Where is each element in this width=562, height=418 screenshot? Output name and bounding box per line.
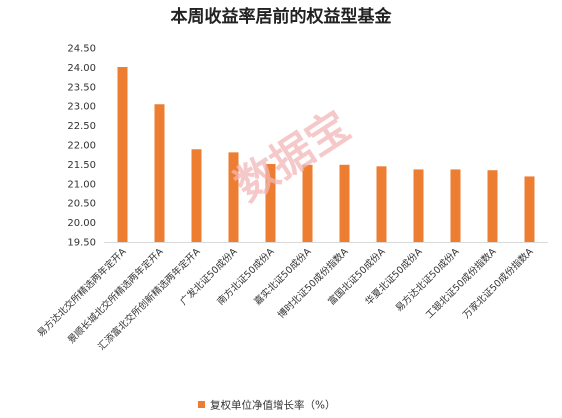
y-tick-label: 22.50 xyxy=(67,121,96,132)
y-tick-label: 23.50 xyxy=(67,82,96,93)
y-tick-label: 19.50 xyxy=(67,238,96,249)
y-tick-label: 23.00 xyxy=(67,102,96,113)
legend: 复权单位净值增长率（%） xyxy=(198,399,335,412)
bar xyxy=(302,164,313,242)
bar xyxy=(191,149,202,242)
y-tick-label: 20.00 xyxy=(67,218,96,229)
bar xyxy=(228,152,239,242)
watermark: 数据宝 xyxy=(226,101,358,211)
bar xyxy=(376,166,387,242)
y-tick-label: 22.00 xyxy=(67,141,96,152)
bar xyxy=(117,67,128,243)
category-labels: 易方达北交所精选两年定开A景顺长城北交所精选两年定开A汇添富北交所创新精选两年定… xyxy=(35,245,536,352)
y-tick-label: 24.50 xyxy=(67,44,96,55)
y-tick-label: 20.50 xyxy=(67,199,96,210)
y-tick-label: 21.50 xyxy=(67,160,96,171)
bars xyxy=(117,67,535,243)
bar xyxy=(450,169,461,242)
chart-title: 本周收益率居前的权益型基金 xyxy=(171,6,393,27)
category-label: 博时北证50成份指数A xyxy=(275,245,351,321)
bar xyxy=(265,164,276,242)
category-label: 易方达北证50成份A xyxy=(393,245,462,314)
category-label: 万家北证50成份指数A xyxy=(460,245,536,321)
bar xyxy=(524,176,535,242)
category-label: 工银北证50成份指数A xyxy=(423,245,499,321)
y-tick-label: 21.00 xyxy=(67,179,96,190)
y-tick-label: 24.00 xyxy=(67,63,96,74)
legend-label: 复权单位净值增长率（%） xyxy=(210,399,335,412)
watermark-text: 数据宝 xyxy=(226,101,358,211)
bar xyxy=(154,104,165,242)
bar xyxy=(339,164,350,242)
legend-swatch xyxy=(198,401,205,408)
bar xyxy=(413,169,424,242)
bar xyxy=(487,170,498,242)
y-axis-labels: 24.50 24.00 23.50 23.00 22.50 22.00 21.50 21.00… xyxy=(67,44,96,249)
